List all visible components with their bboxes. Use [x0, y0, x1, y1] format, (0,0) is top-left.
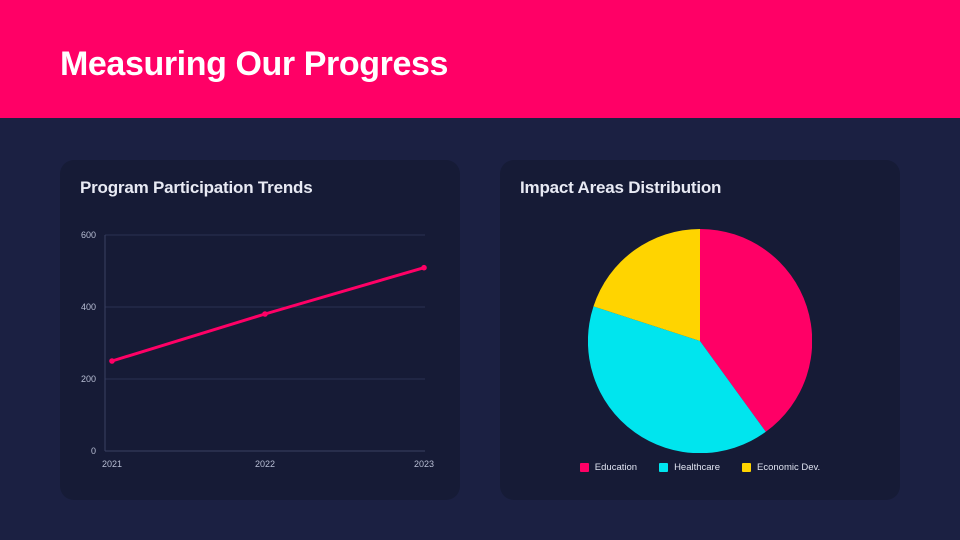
legend-label-economic-dev: Economic Dev. [757, 462, 821, 473]
data-point-2023 [421, 264, 427, 271]
line-chart-svg [104, 234, 427, 452]
data-point-2021 [109, 358, 115, 364]
y-tick-label-400: 400 [80, 302, 96, 312]
y-tick-label-600: 600 [80, 230, 96, 240]
pie-slice-economic-dev [593, 229, 700, 341]
pie-legend: Education Healthcare Economic Dev. [500, 462, 900, 473]
legend-item-education[interactable]: Education [579, 462, 638, 473]
page-title: Measuring Our Progress [60, 45, 448, 83]
pie-slice-education [700, 229, 812, 432]
card-title-impact-areas-distribution: Impact Areas Distribution [520, 178, 722, 197]
legend-item-economic-dev[interactable]: Economic Dev. [742, 462, 820, 473]
legend-item-healthcare[interactable]: Healthcare [659, 462, 720, 473]
slide-header-banner: Measuring Our Progress [0, 0, 960, 118]
pie-slice-healthcare [588, 306, 766, 453]
y-tick-label-0: 0 [90, 446, 96, 456]
pie-chart-svg [588, 229, 812, 453]
pie-chart [500, 212, 900, 453]
x-tick-label-2021: 2021 [101, 459, 123, 469]
y-tick-label-200: 200 [80, 374, 96, 384]
line-series-participation [110, 266, 426, 363]
card-program-participation-trends: Program Participation Trends 600 400 200 [60, 160, 460, 500]
legend-label-healthcare: Healthcare [674, 462, 721, 473]
line-chart: 600 400 200 0 2021 2022 2023 [60, 160, 460, 500]
legend-swatch-icon-education [579, 463, 589, 472]
legend-swatch-icon-economic-dev [742, 463, 752, 472]
legend-label-education: Education [594, 462, 638, 473]
x-tick-label-2023: 2023 [413, 459, 435, 469]
card-title-program-participation-trends: Program Participation Trends [80, 178, 313, 197]
legend-swatch-icon-healthcare [659, 463, 669, 472]
x-tick-label-2022: 2022 [254, 459, 276, 469]
data-point-2022 [262, 311, 268, 317]
card-impact-areas-distribution: Impact Areas Distribution Education Heal… [500, 160, 900, 500]
